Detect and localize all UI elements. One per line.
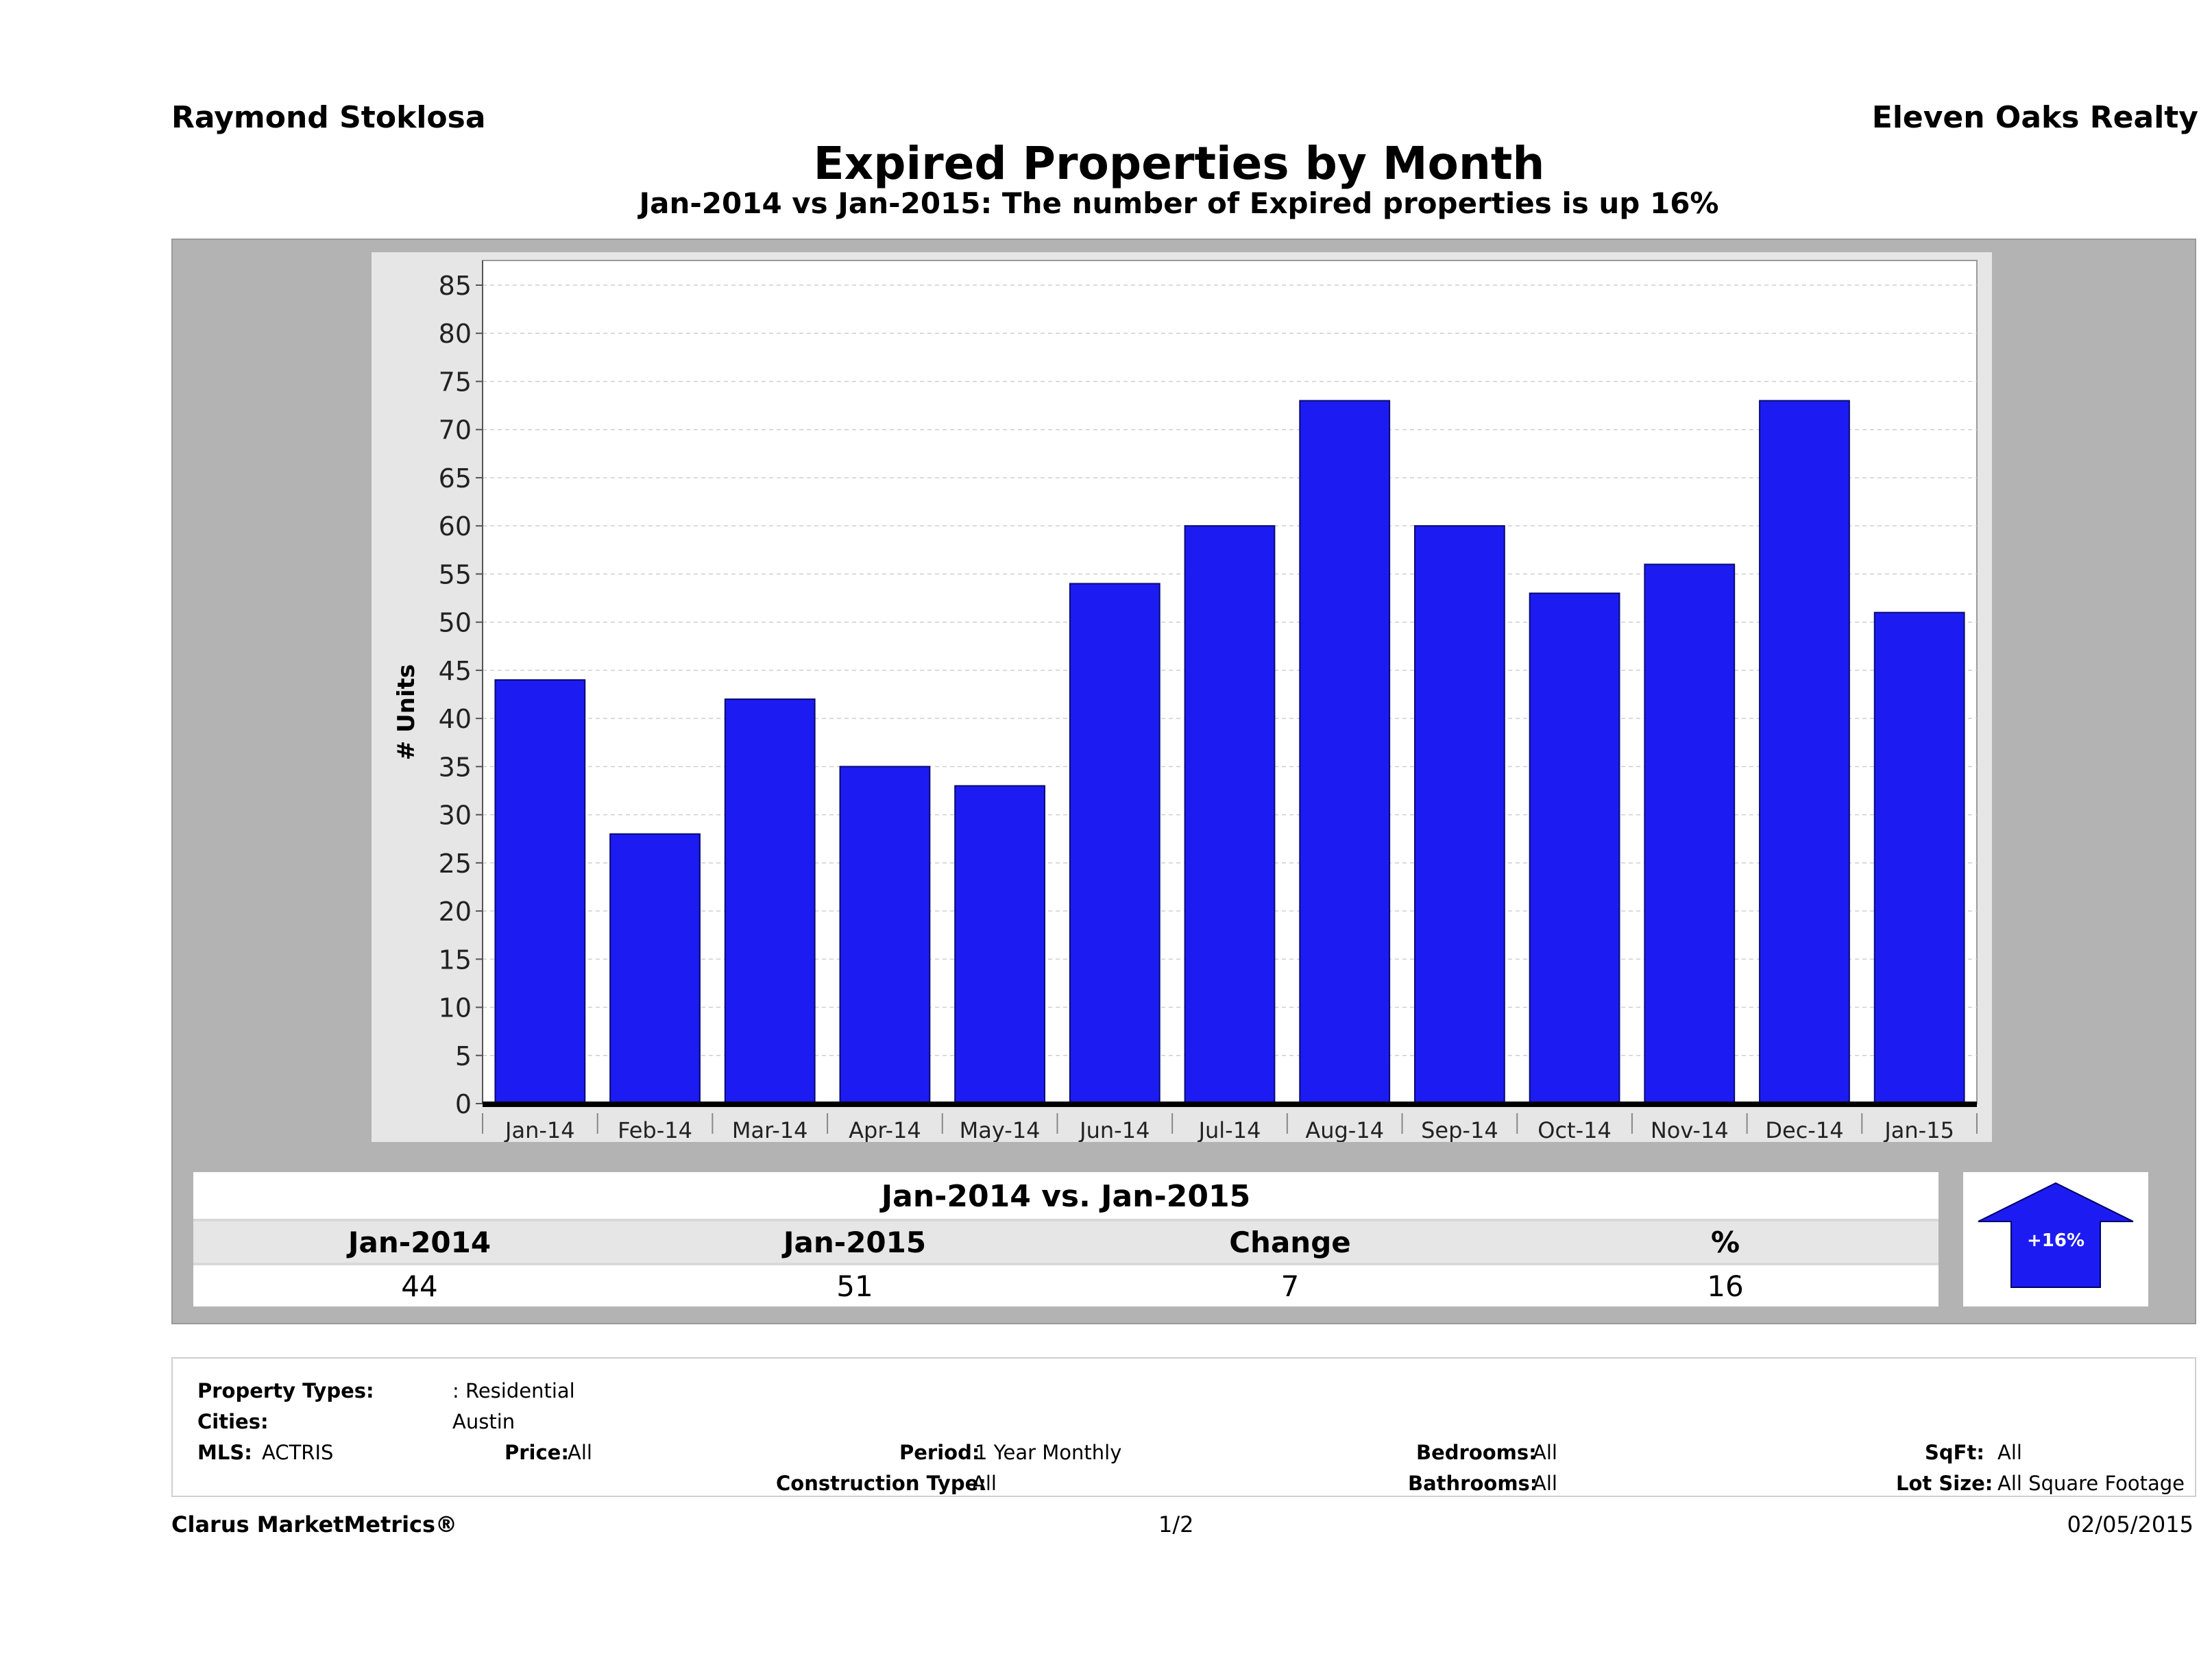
comparison-value-row: 44 51 7 16 [193, 1265, 1938, 1306]
construction-type-label: Construction Type: [776, 1472, 986, 1495]
price-label: Price: [505, 1441, 569, 1464]
sqft-label: SqFt: [1925, 1441, 1984, 1464]
change-badge: +16% [1963, 1172, 2148, 1306]
y-tick-label: 55 [439, 559, 472, 589]
comparison-value: 44 [401, 1269, 438, 1303]
comparison-header: Jan-2015 [783, 1226, 927, 1259]
x-tick-label: Nov-14 [1651, 1117, 1729, 1142]
comparison-header: % [1710, 1226, 1740, 1259]
mls-value: ACTRIS [262, 1441, 334, 1464]
bar [1413, 525, 1505, 1105]
agent-name: Raymond Stoklosa [171, 100, 486, 135]
bathrooms-value: All [1533, 1472, 1557, 1495]
up-arrow-icon: +16% [1978, 1182, 2134, 1288]
cities-value: Austin [452, 1410, 515, 1433]
page-number: 1/2 [1158, 1511, 1194, 1537]
comparison-value: 16 [1707, 1269, 1744, 1303]
plot-area: 0 5 10 15 20 25 30 35 40 45 50 55 60 65 70 75 80 85 # Unit… [372, 252, 1992, 1142]
lot-size-value: All Square Footage [1997, 1472, 2185, 1495]
chart-subtitle: Jan-2014 vs Jan-2015: The number of Expi… [639, 186, 1719, 220]
y-tick-label: 20 [439, 897, 472, 927]
comparison-value: 7 [1280, 1269, 1300, 1303]
bar [609, 833, 701, 1105]
report-date: 02/05/2015 [2067, 1511, 2193, 1537]
x-tick-label: Apr-14 [849, 1117, 921, 1142]
y-tick-label: 10 [439, 993, 472, 1023]
bar-chart: 0 5 10 15 20 25 30 35 40 45 50 55 60 65 70 75 80 85 # Unit… [393, 260, 1978, 1142]
x-tick-label: Dec-14 [1765, 1117, 1843, 1142]
y-axis-label: # Units [393, 664, 420, 760]
bar [1529, 592, 1620, 1105]
y-tick-label: 85 [439, 271, 472, 301]
bar [1069, 583, 1160, 1105]
y-tick-label: 30 [439, 801, 472, 831]
y-tick-label: 50 [439, 608, 472, 638]
y-tick-label: 0 [455, 1089, 472, 1119]
property-types-label: Property Types: [197, 1379, 374, 1402]
x-tick-label: Jun-14 [1078, 1117, 1150, 1142]
y-tick-label: 45 [439, 656, 472, 686]
search-criteria: Property Types: : Residential Cities: Au… [171, 1357, 2196, 1497]
footer-brand: Clarus MarketMetrics® [171, 1511, 458, 1537]
bar [954, 785, 1046, 1105]
sqft-value: All [1997, 1441, 2022, 1464]
x-tick-label: Jan-14 [504, 1117, 575, 1142]
lot-size-label: Lot Size: [1896, 1472, 1993, 1495]
y-tick-label: 80 [439, 319, 472, 349]
x-tick-label: Sep-14 [1421, 1117, 1498, 1142]
comparison-title: Jan-2014 vs. Jan-2015 [193, 1172, 1938, 1219]
y-tick-label: 65 [439, 463, 472, 494]
y-tick-label: 60 [439, 511, 472, 542]
x-tick-label: Jan-15 [1883, 1117, 1954, 1142]
x-tick-label: Feb-14 [618, 1117, 692, 1142]
chart-title: Expired Properties by Month [813, 137, 1545, 190]
comparison-value: 51 [836, 1269, 873, 1303]
bar [1759, 400, 1850, 1105]
x-tick-label: Aug-14 [1305, 1117, 1384, 1142]
y-tick-label: 15 [439, 945, 472, 975]
period-value: 1 Year Monthly [975, 1441, 1122, 1464]
y-tick-label: 70 [439, 415, 472, 446]
bedrooms-label: Bedrooms: [1416, 1441, 1537, 1464]
comparison-table: Jan-2014 vs. Jan-2015 Jan-2014 Jan-2015 … [193, 1172, 1938, 1306]
bar [724, 698, 816, 1104]
cities-label: Cities: [197, 1410, 269, 1433]
comparison-header: Jan-2014 [348, 1226, 491, 1259]
bar [494, 679, 586, 1104]
x-axis [483, 1102, 1977, 1107]
mls-label: MLS: [197, 1441, 252, 1464]
change-badge-label: +16% [2027, 1230, 2085, 1251]
y-tick-label: 75 [439, 367, 472, 397]
x-tick-label: Jul-14 [1198, 1117, 1261, 1142]
x-tick-label: Oct-14 [1538, 1117, 1612, 1142]
x-tick-label: May-14 [960, 1117, 1041, 1142]
y-tick-label: 35 [439, 752, 472, 782]
comparison-header-row: Jan-2014 Jan-2015 Change % [193, 1221, 1938, 1263]
y-tick-label: 40 [439, 704, 472, 734]
bar [1644, 563, 1736, 1105]
comparison-header: Change [1229, 1226, 1351, 1259]
y-tick-label: 5 [455, 1041, 472, 1071]
bar [839, 766, 931, 1105]
bar [1873, 611, 1965, 1104]
bathrooms-label: Bathrooms: [1408, 1472, 1538, 1495]
y-tick-label: 25 [439, 849, 472, 879]
price-value: All [568, 1441, 592, 1464]
bar [1299, 400, 1391, 1105]
office-name: Eleven Oaks Realty [1871, 100, 2198, 135]
period-label: Period: [899, 1441, 980, 1464]
bar [1184, 525, 1276, 1105]
x-tick-label: Mar-14 [732, 1117, 808, 1142]
bedrooms-value: All [1533, 1441, 1557, 1464]
chart-panel: 0 5 10 15 20 25 30 35 40 45 50 55 60 65 70 75 80 85 # Unit… [171, 239, 2196, 1324]
property-types-value: : Residential [452, 1379, 575, 1402]
construction-type-value: All [972, 1472, 997, 1495]
